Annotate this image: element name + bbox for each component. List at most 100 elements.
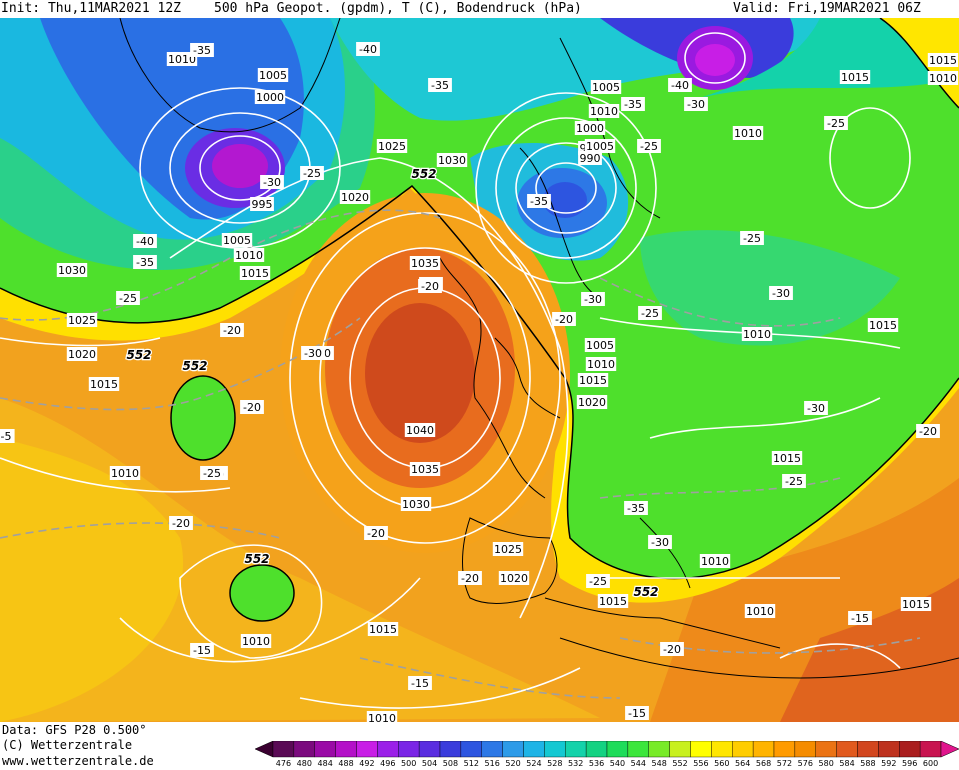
colorbar-swatch: [648, 741, 670, 758]
colorbar-swatch: [335, 741, 357, 758]
isotherm-label-bg: [916, 424, 940, 438]
isobar-label-bg: [578, 151, 602, 165]
isobar-label-bg: [590, 80, 622, 94]
isobar-label-bg: [257, 68, 289, 82]
isotherm-label-bg: [638, 306, 662, 320]
isotherm-label: -35: [193, 44, 211, 57]
isotherm-label-bg: [428, 78, 452, 92]
data-source: Data: GFS P28 0.500°: [2, 723, 147, 737]
product-title: 500 hPa Geopot. (gpdm), T (C), Bodendruc…: [214, 1, 582, 16]
isobar-label: 1010: [746, 605, 774, 618]
isotherm-label-bg: [458, 571, 482, 585]
isobar-label: 1010: [929, 72, 957, 85]
isotherm-label-bg: [769, 286, 793, 300]
colorbar-tick-label: 584: [839, 759, 855, 768]
colorbar-tick-label: 528: [547, 759, 563, 768]
isotherm-label-bg: [782, 474, 806, 488]
isobar-label: 1015: [90, 378, 118, 391]
isobar-label-bg: [66, 347, 98, 361]
colorbar-tick-label: 500: [401, 759, 417, 768]
isobar-label: 1015: [241, 267, 269, 280]
isotherm-label: -20: [172, 517, 190, 530]
colorbar-swatch: [836, 741, 858, 758]
isobar-label-bg: [584, 338, 616, 352]
isobar-label-bg: [498, 571, 530, 585]
colorbar-swatch: [502, 741, 524, 758]
colorbar-tick-label: 532: [568, 759, 584, 768]
isotherm-label: -15: [411, 677, 429, 690]
isotherm-label-bg: [169, 516, 193, 530]
isobar-label-bg: [839, 70, 871, 84]
geopot-field-east-north: [700, 18, 959, 98]
isotherm-label: -20: [919, 425, 937, 438]
isotherm-label-bg: [527, 194, 551, 208]
isotherm-label-bg: [824, 116, 848, 130]
colorbar-tick-label: 544: [630, 759, 646, 768]
isobar-label: 1005: [586, 140, 614, 153]
isobar-label-bg: [109, 466, 141, 480]
isobar-label-bg: [732, 126, 764, 140]
weather-map: 1010 1005 1000 995 1005 1010 1015 1030 1025 1020 1…: [0, 18, 959, 722]
colorbar-swatch: [585, 741, 608, 758]
isobar-label-bg: [867, 318, 899, 332]
isobar-label: 1015: [869, 319, 897, 332]
colorbar-swatch: [752, 741, 775, 758]
isotherm-label-bg: [804, 401, 828, 415]
colorbar-tick-label: 588: [860, 759, 876, 768]
isotherm-label-bg: [116, 291, 140, 305]
colorbar-swatch: [899, 741, 921, 758]
isobar-label: 1025: [68, 314, 96, 327]
cutoff-low-2: [229, 564, 295, 622]
isobar-label-bg: [409, 256, 441, 270]
colorbar-tick-label: 568: [755, 759, 772, 768]
isobar-label: 1005: [586, 339, 614, 352]
isobar-label: 1030: [402, 498, 430, 511]
isobar-label-bg: [66, 313, 98, 327]
footer: Data: GFS P28 0.500° (C) Wetterzentrale …: [0, 722, 959, 770]
isobar-label: 1030: [58, 264, 86, 277]
isobar-label: 1025: [378, 140, 406, 153]
colorbar-swatch: [398, 741, 420, 758]
isotherm-label-bg: [190, 43, 214, 57]
geopot-field-584: [780, 578, 959, 722]
isobar-label-bg: [240, 634, 272, 648]
colorbar-tick-label: 536: [588, 759, 605, 768]
init-time: Init: Thu,11MAR2021 12Z: [1, 1, 182, 16]
colorbar-tick-label: 524: [526, 759, 542, 768]
isotherm-label: -40: [136, 235, 154, 248]
isotherm-label: -35: [431, 79, 449, 92]
isobar-label-bg: [492, 542, 524, 556]
colorbar-tick-label: 492: [359, 759, 375, 768]
colorbar-swatch: [460, 741, 482, 758]
isotherm-label: -20: [461, 572, 479, 585]
isotherm-label-bg: [133, 255, 157, 269]
colorbar-swatch: [919, 741, 942, 758]
isotherm-label-bg: [260, 175, 284, 189]
valid-time: Valid: Fri,19MAR2021 06Z: [733, 1, 921, 16]
isotherm-label-bg: [200, 466, 224, 480]
isobar-label-bg: [239, 266, 271, 280]
geopot-552-label: 552: [633, 585, 658, 599]
isobar-label-bg: [574, 121, 606, 135]
isotherm-label-bg: [624, 501, 648, 515]
isobar-label: 1000: [576, 122, 604, 135]
colorbar-swatch: [815, 741, 837, 758]
geopot-field-ne-yellow: [880, 18, 959, 108]
colorbar-swatch: [794, 741, 816, 758]
isobar-label: 1010: [168, 53, 196, 66]
isobar-label: 1015: [902, 598, 930, 611]
isobar-label: 1010: [590, 105, 618, 118]
isotherm-label: -25: [827, 117, 845, 130]
isobar-label: 1020: [578, 396, 606, 409]
isotherm-label: -25: [119, 292, 137, 305]
isotherm-label: -20: [367, 527, 385, 540]
isotherm-label: -30: [651, 536, 669, 549]
colorbar-tick-label: 556: [693, 759, 709, 768]
colorbar-arrow-right: [940, 741, 959, 758]
isotherm-label: -30: [687, 98, 705, 111]
isobar-label-bg: [597, 594, 629, 608]
colorbar-swatch: [418, 741, 441, 758]
isobar-label-bg: [56, 263, 88, 277]
isotherm-label: -20: [243, 401, 261, 414]
isobar-label: 990: [580, 152, 601, 165]
